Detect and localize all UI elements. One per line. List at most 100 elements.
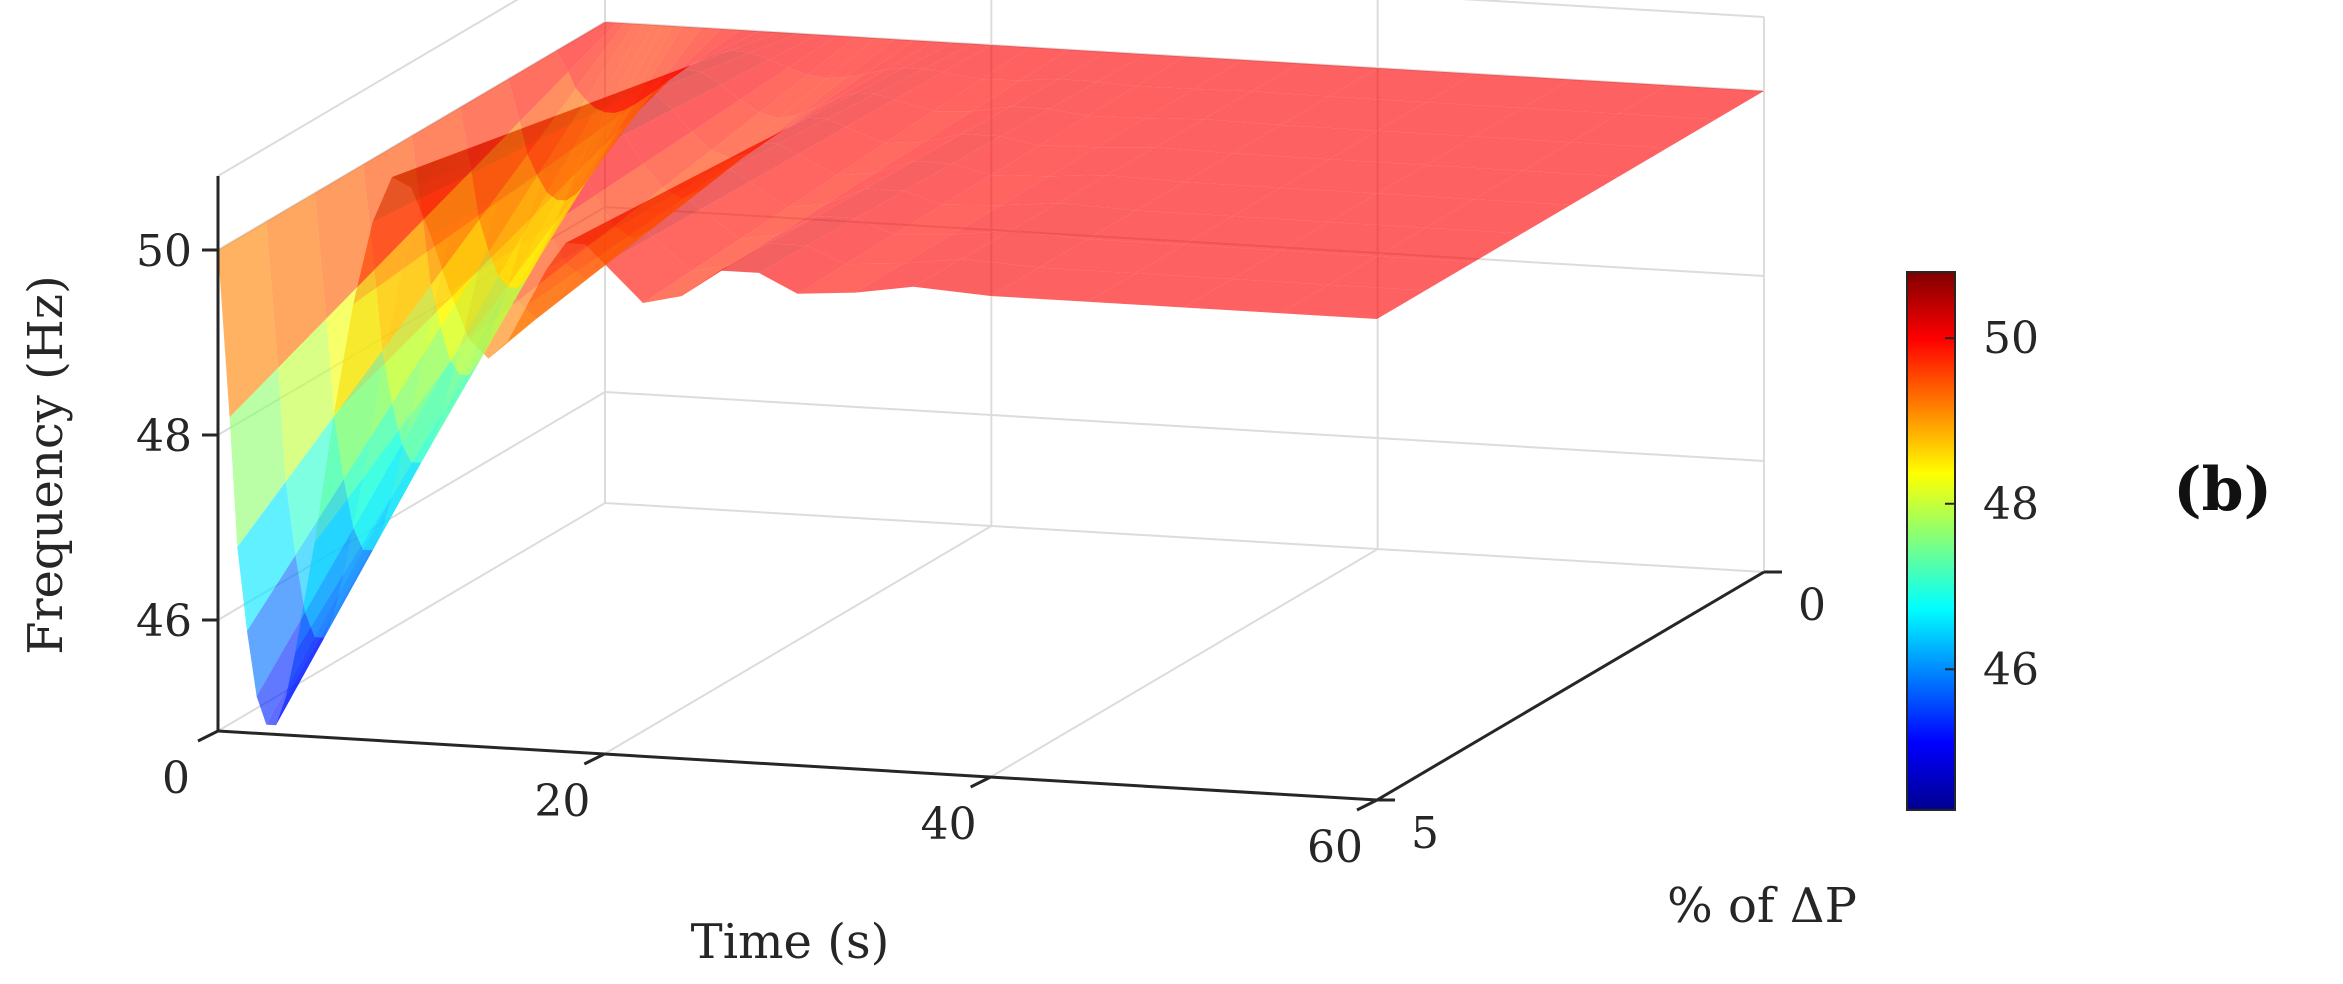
surface-patch bbox=[836, 142, 924, 176]
surface-patch bbox=[768, 216, 856, 246]
surface-patch bbox=[672, 28, 741, 78]
surface-patch bbox=[565, 225, 634, 279]
colorbar-tick-label: 46 bbox=[1983, 644, 2039, 695]
surface-patch bbox=[730, 114, 798, 159]
surface-patch bbox=[894, 72, 982, 112]
surface-patch bbox=[826, 161, 914, 204]
surface-patch bbox=[1155, 119, 1281, 154]
surface-patch bbox=[797, 263, 904, 294]
surface-patch bbox=[981, 47, 1069, 81]
surface-patch bbox=[1329, 193, 1474, 228]
surface-patch bbox=[923, 43, 992, 73]
surface-patch bbox=[662, 150, 731, 199]
surface-patch bbox=[769, 34, 837, 68]
surface-patch bbox=[739, 203, 827, 240]
surface-patch bbox=[430, 219, 489, 328]
y-axis-line bbox=[1376, 570, 1765, 802]
grid-line bbox=[1461, 0, 1765, 18]
surface-patch bbox=[1377, 165, 1523, 200]
frequency-surface bbox=[218, 22, 1764, 726]
surface-patch bbox=[1039, 115, 1146, 148]
surface-patch bbox=[527, 88, 586, 176]
x-axis-label: Time (s) bbox=[691, 914, 890, 970]
surface-patch bbox=[730, 144, 798, 182]
surface-patch bbox=[585, 23, 644, 109]
surface-patch bbox=[1522, 142, 1668, 177]
surface-patch bbox=[845, 234, 953, 265]
surface-patch bbox=[740, 67, 808, 113]
surface-patch bbox=[566, 110, 625, 201]
grid-line bbox=[603, 525, 992, 755]
surface-patch bbox=[1425, 199, 1571, 234]
surface-patch bbox=[865, 161, 953, 191]
surface-patch bbox=[479, 154, 538, 252]
surface-patch bbox=[450, 276, 509, 375]
z-tick-label: 48 bbox=[136, 411, 192, 462]
surface-patch bbox=[681, 169, 750, 210]
surface-patch bbox=[711, 31, 779, 56]
surface-patch bbox=[1000, 108, 1088, 146]
surface-patch bbox=[471, 121, 528, 220]
surface-patch bbox=[1280, 284, 1426, 319]
surface-patch bbox=[575, 23, 634, 100]
surface-patch bbox=[546, 108, 605, 200]
surface-patch bbox=[701, 181, 789, 240]
surface-patch bbox=[1145, 89, 1252, 120]
surface-patch bbox=[962, 106, 1050, 137]
surface-patch bbox=[749, 154, 837, 208]
surface-patch bbox=[1058, 51, 1146, 82]
surface-patch bbox=[537, 99, 596, 193]
surface-patch bbox=[913, 133, 1001, 164]
surface-patch bbox=[826, 93, 895, 127]
surface-patch bbox=[653, 72, 721, 110]
surface-patch bbox=[672, 84, 740, 132]
surface-patch bbox=[643, 131, 711, 188]
surface-patch bbox=[1106, 147, 1233, 182]
surface-patch bbox=[1203, 91, 1330, 125]
panel-label: (b) bbox=[2173, 455, 2272, 525]
surface-patch bbox=[653, 27, 721, 93]
surface-patch bbox=[517, 194, 576, 288]
surface-patch bbox=[1280, 159, 1426, 194]
surface-patch bbox=[326, 269, 383, 417]
surface-patch bbox=[1020, 49, 1108, 81]
surface-patch bbox=[643, 265, 730, 303]
surface-patch bbox=[568, 22, 625, 89]
surface-patch bbox=[1570, 113, 1716, 148]
surface-patch bbox=[517, 263, 586, 319]
surface-patch bbox=[952, 203, 1059, 235]
surface-patch bbox=[488, 175, 547, 277]
surface-patch bbox=[1522, 79, 1668, 114]
surface-patch bbox=[1377, 102, 1523, 137]
surface-patch bbox=[855, 258, 962, 293]
surface-patch bbox=[594, 163, 663, 226]
surface-patch bbox=[691, 234, 779, 272]
surface-patch bbox=[411, 107, 472, 220]
surface-patch bbox=[971, 79, 1059, 112]
surface-patch bbox=[1000, 175, 1107, 206]
surface-patch bbox=[440, 251, 499, 361]
surface-patch bbox=[817, 188, 904, 219]
surface-patch bbox=[469, 278, 528, 376]
colorbar-ticks: 46 48 50 bbox=[1945, 313, 2039, 695]
surface-patch bbox=[353, 444, 412, 550]
surface-patch bbox=[556, 112, 615, 201]
surface-patch bbox=[1087, 86, 1195, 119]
surface-patch bbox=[884, 111, 972, 144]
surface-patch bbox=[1619, 85, 1764, 120]
surface-patch bbox=[1232, 187, 1378, 222]
surface-patch bbox=[1183, 279, 1329, 314]
surface-patch bbox=[247, 555, 305, 697]
surface-patch bbox=[1280, 222, 1426, 257]
colorbar bbox=[1906, 271, 1956, 811]
surface-patch bbox=[903, 230, 1011, 264]
surface-patch bbox=[1087, 210, 1233, 245]
colorbar-tick-label: 48 bbox=[1983, 479, 2039, 530]
surface-patch bbox=[1329, 130, 1475, 165]
surface-patch bbox=[1425, 136, 1571, 171]
grid-line bbox=[604, 391, 1765, 462]
x-tick-mark bbox=[1356, 798, 1378, 812]
surface-patch bbox=[508, 50, 569, 122]
surface-patch bbox=[546, 195, 615, 264]
surface-patch bbox=[278, 318, 335, 482]
